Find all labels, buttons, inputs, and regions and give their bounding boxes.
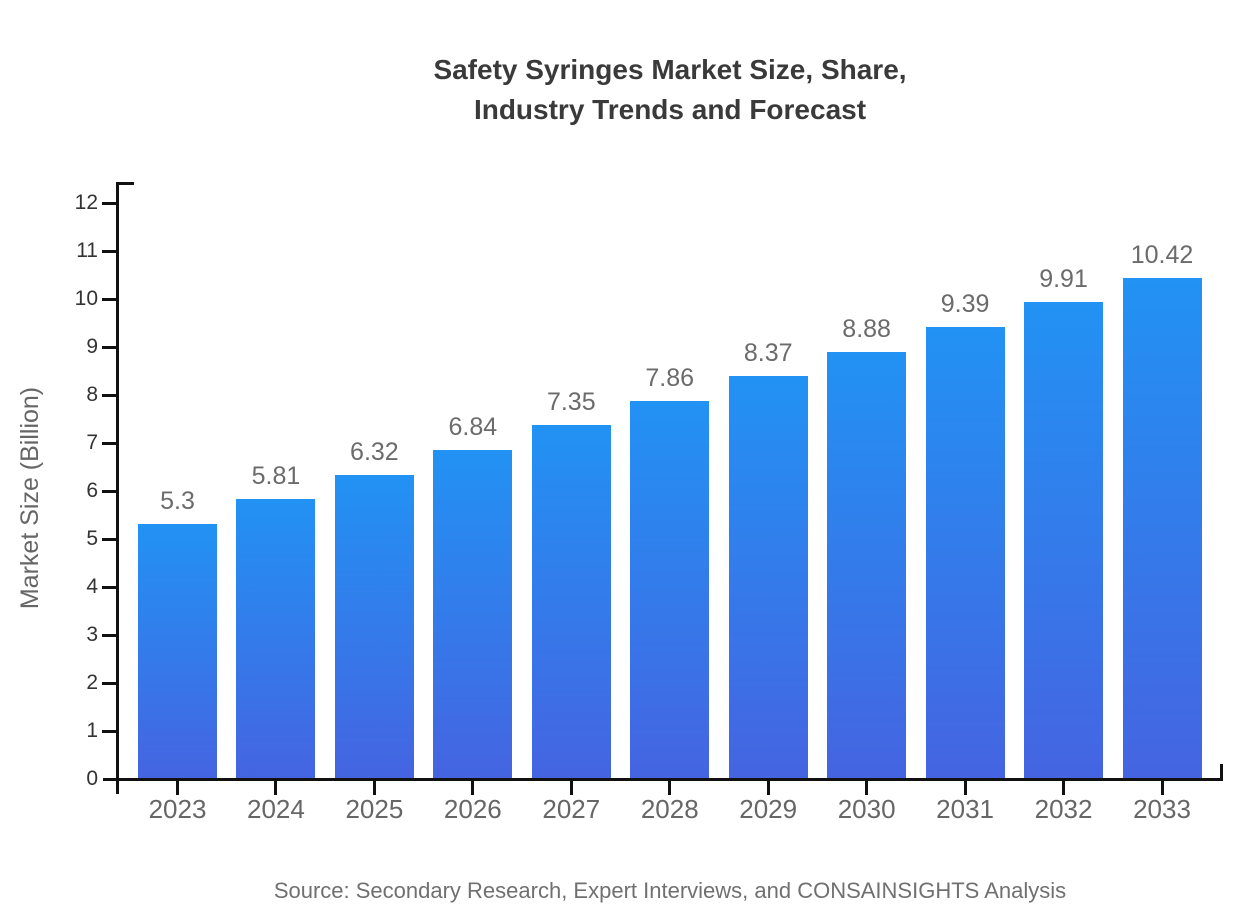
y-tick (102, 730, 117, 733)
x-tick-label: 2029 (739, 794, 798, 824)
y-tick-label: 1 (86, 719, 98, 742)
y-tick (102, 490, 117, 493)
x-tick-label: 2031 (936, 794, 995, 824)
x-tick-label: 2032 (1034, 794, 1093, 824)
x-tick-label: 2023 (148, 794, 207, 824)
source-note: Source: Secondary Research, Expert Inter… (273, 878, 1067, 903)
x-tick (766, 778, 770, 795)
y-axis-line (116, 182, 119, 794)
x-tick-label: 2024 (247, 794, 305, 824)
bar-value-label: 10.42 (1130, 240, 1194, 269)
bar-value-label: 9.39 (940, 290, 990, 319)
y-tick-label: 6 (86, 479, 98, 502)
bar-value-label: 8.37 (743, 339, 793, 368)
x-tick (471, 778, 475, 795)
y-axis-top-cap (116, 182, 134, 185)
y-tick-label: 3 (86, 623, 98, 646)
chart-title-line-2: Industry Trends and Forecast (473, 94, 867, 125)
x-tick-label: 2028 (640, 794, 699, 824)
x-tick (963, 778, 967, 795)
y-tick (102, 634, 117, 637)
x-tick (865, 778, 869, 795)
bar (531, 425, 611, 778)
x-tick-label: 2033 (1133, 794, 1191, 824)
bar (334, 474, 414, 778)
bar (827, 351, 907, 778)
y-tick (102, 346, 117, 349)
y-tick-label: 10 (74, 287, 98, 310)
y-tick (102, 250, 117, 253)
y-tick-label: 9 (86, 335, 98, 358)
bar-value-label: 6.84 (448, 412, 498, 441)
bar-value-label: 9.91 (1039, 265, 1088, 294)
bar-value-label: 8.88 (842, 314, 891, 343)
bar-value-label: 5.81 (251, 462, 301, 491)
bar (728, 376, 808, 778)
y-tick (102, 682, 117, 685)
x-tick-label: 2026 (443, 794, 502, 824)
y-tick (102, 394, 117, 397)
y-tick-label: 12 (74, 191, 98, 214)
y-tick-label: 11 (76, 239, 98, 262)
bar (1024, 302, 1104, 778)
bar (138, 523, 217, 778)
bar-value-label: 5.3 (160, 486, 195, 515)
bar-value-label: 7.35 (546, 388, 596, 417)
x-tick-label: 2030 (837, 794, 896, 824)
bar (433, 449, 513, 778)
x-axis-line (103, 778, 1223, 781)
bar (1122, 277, 1202, 778)
x-tick (274, 778, 278, 795)
y-tick-label: 7 (86, 431, 98, 454)
y-tick-label: 8 (86, 383, 98, 406)
x-tick-label: 2027 (542, 794, 601, 824)
y-tick-label: 2 (86, 671, 98, 694)
x-tick-label: 2025 (345, 794, 404, 824)
bar-value-label: 6.32 (350, 437, 399, 466)
y-tick (102, 442, 117, 445)
x-tick (372, 778, 376, 795)
bar-value-label: 7.86 (645, 363, 695, 392)
chart-title-line-1: Safety Syringes Market Size, Share, (433, 54, 907, 85)
chart-title: Safety Syringes Market Size, Share, Indu… (118, 50, 1222, 130)
bar (925, 327, 1005, 778)
x-tick (1160, 778, 1164, 795)
x-tick (1062, 778, 1066, 795)
y-tick (102, 538, 117, 541)
bar (236, 499, 316, 778)
y-tick (102, 202, 117, 205)
y-tick (102, 586, 117, 589)
y-tick-label: 4 (86, 575, 98, 598)
x-tick (668, 778, 672, 795)
x-axis-end-cap (1220, 764, 1223, 781)
y-tick-label: 0 (86, 767, 98, 790)
y-tick (102, 298, 117, 301)
y-tick-label: 5 (86, 527, 98, 550)
x-tick (569, 778, 573, 795)
bar (630, 400, 710, 778)
x-tick (176, 778, 179, 795)
